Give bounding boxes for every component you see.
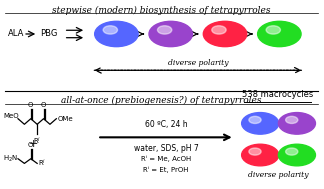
Circle shape bbox=[286, 116, 298, 123]
Text: R$^i$: R$^i$ bbox=[38, 158, 46, 169]
Text: all-at-once (prebiogenesis?) of tetrapyrroles: all-at-once (prebiogenesis?) of tetrapyr… bbox=[61, 96, 261, 105]
Circle shape bbox=[95, 21, 138, 47]
Circle shape bbox=[149, 21, 192, 47]
Circle shape bbox=[242, 144, 279, 166]
Circle shape bbox=[157, 26, 172, 34]
Circle shape bbox=[286, 148, 298, 155]
Circle shape bbox=[278, 113, 316, 134]
Circle shape bbox=[249, 116, 261, 123]
Circle shape bbox=[103, 26, 118, 34]
Text: +: + bbox=[29, 139, 38, 149]
Text: diverse polarity: diverse polarity bbox=[248, 171, 308, 179]
Text: O: O bbox=[41, 101, 46, 108]
Circle shape bbox=[266, 26, 281, 34]
Circle shape bbox=[278, 144, 316, 166]
Circle shape bbox=[258, 21, 301, 47]
Circle shape bbox=[212, 26, 226, 34]
Text: R$^i$: R$^i$ bbox=[33, 136, 41, 147]
Text: water, SDS, pH 7: water, SDS, pH 7 bbox=[133, 144, 198, 153]
Text: stepwise (modern) biosynthesis of tetrapyrroles: stepwise (modern) biosynthesis of tetrap… bbox=[52, 6, 271, 15]
Text: ALA: ALA bbox=[8, 29, 24, 39]
Circle shape bbox=[249, 148, 261, 155]
Text: O: O bbox=[28, 101, 33, 108]
Text: Rⁱ = Et, PrOH: Rⁱ = Et, PrOH bbox=[143, 166, 189, 173]
Text: O: O bbox=[28, 142, 33, 148]
Circle shape bbox=[242, 113, 279, 134]
Text: diverse polarity: diverse polarity bbox=[168, 59, 228, 67]
Text: 538 macrocycles: 538 macrocycles bbox=[242, 90, 313, 99]
Text: OMe: OMe bbox=[57, 116, 73, 122]
Text: MeO: MeO bbox=[3, 113, 18, 119]
Text: 60 ºC, 24 h: 60 ºC, 24 h bbox=[145, 120, 187, 129]
Text: H$_2$N: H$_2$N bbox=[3, 154, 18, 164]
Circle shape bbox=[203, 21, 247, 47]
Text: PBG: PBG bbox=[40, 29, 57, 39]
Text: Rⁱ = Me, AcOH: Rⁱ = Me, AcOH bbox=[141, 155, 191, 162]
